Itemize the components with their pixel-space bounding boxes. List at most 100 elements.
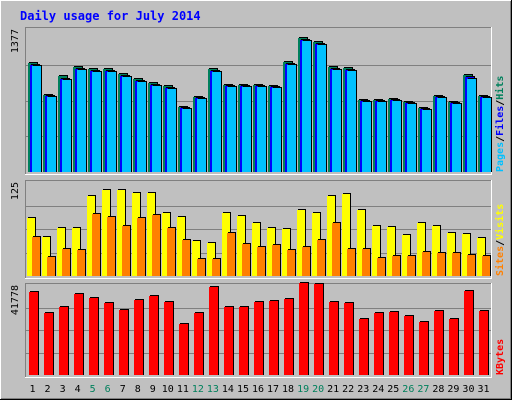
- bar-kbytes-day-17: [269, 301, 278, 375]
- bar-sites-day-20: [317, 240, 325, 276]
- bar-visits-day-13: [207, 243, 215, 276]
- x-tick-label-3: 3: [60, 384, 66, 395]
- bar-kbytes-day-16: [254, 302, 263, 375]
- bar-sites-day-7: [122, 226, 130, 276]
- bar-pages-day-23: [362, 102, 371, 172]
- x-tick-label-29: 29: [447, 384, 459, 395]
- bar-sites-day-26: [407, 256, 415, 276]
- bar-kbytes-day-25: [389, 312, 398, 375]
- y-max-label: 41778: [10, 285, 21, 315]
- panel-visits-sites: 125 Sites/Visits: [10, 180, 506, 279]
- bar-kbytes-day-10: [164, 302, 173, 375]
- bar-kbytes-day-28: [434, 311, 443, 375]
- legend-entry: Hits: [494, 76, 506, 100]
- bar-pages-day-11: [182, 109, 191, 172]
- bar-pages-day-4: [77, 70, 86, 172]
- bar-kbytes-day-22: [344, 303, 353, 375]
- bar-kbytes-day-6: [104, 303, 113, 375]
- bar-sites-day-10: [167, 228, 175, 276]
- bar-sites-day-15: [242, 244, 250, 276]
- bar-kbytes-day-23: [359, 319, 368, 375]
- bar-sites-day-25: [392, 256, 400, 276]
- bar-pages-day-15: [242, 87, 251, 172]
- legend-entry: Sites: [494, 246, 506, 276]
- bar-visits-day-3: [57, 228, 65, 276]
- x-tick-label-25: 25: [387, 384, 399, 395]
- bar-visits-day-30: [462, 234, 470, 276]
- bar-pages-day-10: [167, 89, 176, 172]
- bar-pages-day-19: [302, 41, 311, 172]
- bar-pages-day-24: [377, 102, 386, 172]
- x-tick-label-21: 21: [327, 384, 339, 395]
- bar-kbytes-day-13: [209, 287, 218, 375]
- legend-entry: Files: [494, 106, 506, 136]
- chart-title: Daily usage for July 2014: [20, 9, 201, 23]
- x-tick-label-10: 10: [162, 384, 174, 395]
- bar-visits-day-29: [447, 233, 455, 276]
- bar-pages-day-16: [257, 87, 266, 172]
- bar-visits-day-11: [177, 217, 185, 276]
- legend: KBytes: [495, 339, 506, 375]
- x-tick-label-18: 18: [282, 384, 294, 395]
- bar-visits-day-28: [432, 226, 440, 276]
- bar-visits-day-19: [297, 210, 305, 276]
- legend-separator: /: [495, 100, 506, 106]
- bar-kbytes-day-24: [374, 313, 383, 375]
- legend: Pages/Files/Hits: [494, 76, 506, 172]
- bar-kbytes-day-19: [299, 283, 308, 375]
- bar-visits-day-7: [117, 190, 125, 276]
- x-tick-label-19: 19: [297, 384, 309, 395]
- bar-sites-day-14: [227, 233, 235, 276]
- x-tick-label-8: 8: [135, 384, 141, 395]
- legend: Sites/Visits: [494, 204, 506, 276]
- bar-sites-day-4: [77, 250, 85, 276]
- bar-pages-day-27: [422, 110, 431, 172]
- bar-pages-day-30: [467, 79, 476, 172]
- bar-kbytes-day-8: [134, 300, 143, 375]
- bar-pages-day-3: [62, 80, 71, 172]
- bar-kbytes-day-29: [449, 319, 458, 375]
- bar-sites-day-1: [32, 237, 40, 276]
- bar-pages-day-28: [437, 98, 446, 172]
- bar-pages-day-22: [347, 71, 356, 172]
- bar-visits-day-24: [372, 226, 380, 276]
- bar-sites-day-24: [377, 258, 385, 276]
- y-max-label: 125: [10, 182, 21, 200]
- x-tick-label-4: 4: [75, 384, 81, 395]
- bar-kbytes-day-1: [29, 292, 38, 375]
- x-tick-label-11: 11: [177, 384, 189, 395]
- bar-pages-day-13: [212, 72, 221, 172]
- bar-visits-day-20: [312, 213, 320, 276]
- bar-visits-day-21: [327, 196, 335, 276]
- bar-sites-day-5: [92, 214, 100, 276]
- bar-sites-day-21: [332, 223, 340, 276]
- bar-sites-day-11: [182, 240, 190, 276]
- bar-sites-day-13: [212, 259, 220, 276]
- bar-visits-day-26: [402, 235, 410, 276]
- bar-sites-day-28: [437, 253, 445, 276]
- bar-kbytes-day-7: [119, 310, 128, 375]
- bar-pages-day-21: [332, 70, 341, 172]
- bar-visits-day-4: [72, 228, 80, 276]
- x-tick-label-2: 2: [45, 384, 51, 395]
- x-tick-label-16: 16: [252, 384, 264, 395]
- bar-sites-day-31: [482, 256, 490, 276]
- bar-sites-day-3: [62, 249, 70, 276]
- x-tick-label-15: 15: [237, 384, 249, 395]
- bar-pages-day-1: [32, 66, 41, 172]
- bar-kbytes-day-21: [329, 302, 338, 375]
- bar-kbytes-day-12: [194, 313, 203, 375]
- bar-visits-day-27: [417, 223, 425, 276]
- bar-sites-day-6: [107, 217, 115, 276]
- bar-visits-day-10: [162, 213, 170, 276]
- bar-kbytes-day-14: [224, 307, 233, 375]
- bar-sites-day-2: [47, 257, 55, 276]
- bar-sites-day-29: [452, 253, 460, 276]
- bar-kbytes-day-11: [179, 324, 188, 375]
- bar-pages-day-31: [482, 98, 491, 172]
- legend-entry: KBytes: [495, 339, 506, 375]
- bar-visits-day-17: [267, 228, 275, 276]
